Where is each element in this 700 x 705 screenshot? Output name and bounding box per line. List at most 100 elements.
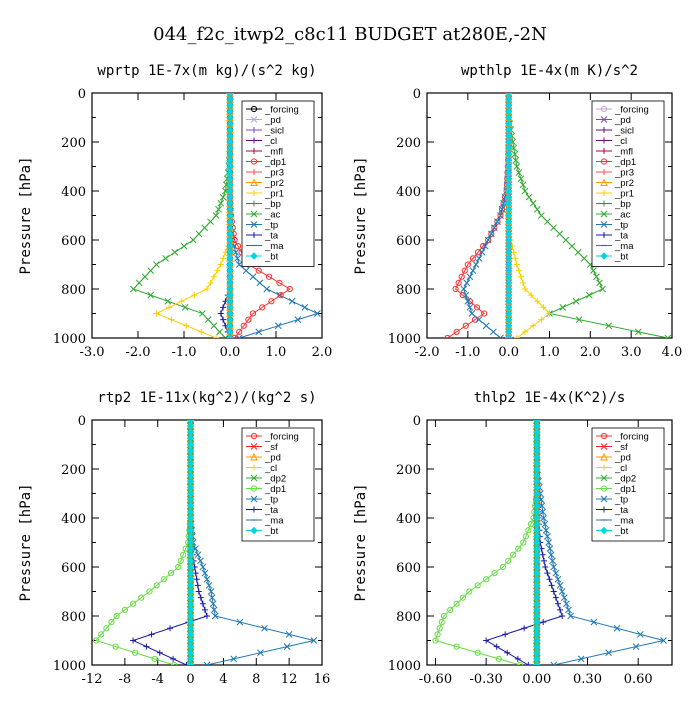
data-point — [276, 279, 283, 286]
x-tick-label: -1.0 — [455, 345, 480, 360]
data-point — [147, 291, 155, 299]
legend-label: _pr2 — [264, 178, 284, 189]
data-point — [504, 334, 513, 338]
legend-marker — [601, 127, 607, 133]
x-tick-label: -8 — [119, 672, 132, 687]
data-point — [310, 637, 318, 644]
series-ta — [130, 420, 210, 665]
legend-label: _forcing — [614, 432, 649, 443]
data-point — [208, 594, 216, 601]
data-point — [211, 612, 219, 620]
legend-label: _sicl — [264, 126, 284, 137]
data-point — [664, 334, 672, 338]
legend-label: _sf — [264, 442, 278, 453]
data-point — [220, 304, 227, 311]
x-tick-label: -4 — [151, 672, 164, 687]
data-point — [203, 575, 211, 583]
legend-marker — [251, 506, 257, 513]
data-point — [259, 304, 266, 311]
data-point — [525, 193, 533, 201]
data-point — [464, 261, 471, 268]
data-point — [475, 255, 483, 262]
series-bt — [504, 93, 513, 338]
x-tick-label: 16 — [314, 672, 331, 687]
data-point — [177, 557, 184, 564]
x-tick-label: 0.30 — [573, 672, 602, 687]
x-tick-label: 2.0 — [312, 345, 333, 360]
y-tick-label: 0 — [413, 414, 421, 429]
data-point — [538, 502, 546, 510]
data-point — [453, 328, 460, 335]
data-point — [207, 279, 214, 286]
data-point — [546, 310, 553, 317]
data-point — [517, 273, 524, 280]
data-point — [593, 273, 600, 281]
data-point — [599, 285, 606, 293]
data-point — [201, 224, 209, 232]
data-point — [226, 334, 234, 338]
data-point — [533, 206, 541, 213]
data-point — [236, 618, 244, 626]
data-point — [93, 637, 100, 644]
legend-marker — [601, 169, 607, 175]
data-point — [557, 606, 564, 613]
legend-marker — [601, 190, 607, 196]
data-point — [484, 236, 492, 244]
data-point — [545, 539, 553, 546]
data-point — [575, 316, 583, 323]
legend-label: _ac — [614, 210, 631, 221]
data-point — [490, 328, 497, 336]
data-point — [563, 600, 570, 608]
legend-marker — [251, 232, 257, 238]
legend-marker — [251, 200, 257, 207]
legend: _forcing_sf_pd_cl_dp2_dp1_tp_ta_ma_bt — [241, 427, 315, 542]
data-point — [568, 242, 576, 250]
legend-label: _dp2 — [264, 474, 286, 485]
data-point — [171, 661, 178, 665]
data-point — [505, 334, 513, 338]
data-point — [257, 649, 264, 657]
legend-label: _dp1 — [264, 484, 286, 495]
data-point — [548, 582, 555, 589]
y-tick-label: 600 — [396, 561, 421, 576]
data-point — [191, 292, 198, 299]
data-point — [468, 310, 476, 317]
y-axis-label: Pressure [hPa] — [353, 483, 369, 601]
legend-marker — [250, 178, 258, 186]
data-point — [130, 637, 137, 644]
data-point — [471, 316, 479, 323]
data-point — [153, 582, 160, 589]
data-point — [522, 328, 528, 335]
legend-marker — [600, 116, 608, 123]
data-point — [521, 625, 528, 632]
data-point — [187, 661, 194, 665]
data-point — [513, 261, 520, 268]
data-point — [453, 643, 460, 650]
data-point — [249, 310, 257, 317]
y-axis-label: Pressure [hPa] — [18, 156, 34, 274]
y-tick-label: 1000 — [53, 332, 86, 347]
x-tick-label: 1.0 — [266, 345, 287, 360]
data-point — [574, 248, 582, 256]
data-point — [166, 304, 173, 311]
legend-marker — [600, 178, 608, 186]
legend-marker — [600, 221, 608, 228]
data-point — [452, 285, 459, 293]
chart-title: thlp2 1E-4x(K^2)/s — [474, 390, 626, 406]
data-point — [511, 150, 519, 158]
legend-label: _forcing — [614, 105, 649, 116]
data-point — [199, 310, 206, 317]
chart-panel-1: wprtp 1E-7x(m kg)/(s^2 kg) Pressure [hPa]… — [18, 63, 332, 360]
legend-label: _ta — [264, 505, 279, 516]
data-point — [160, 576, 167, 583]
data-point — [460, 285, 468, 293]
data-point — [550, 224, 557, 232]
data-point — [495, 655, 502, 662]
legend-label: _mfl — [614, 147, 633, 158]
data-point — [483, 637, 490, 644]
data-point — [438, 619, 445, 626]
series-line — [447, 93, 510, 338]
data-point — [232, 248, 240, 256]
x-tick-label: 2.0 — [580, 345, 601, 360]
legend-marker — [600, 443, 608, 450]
